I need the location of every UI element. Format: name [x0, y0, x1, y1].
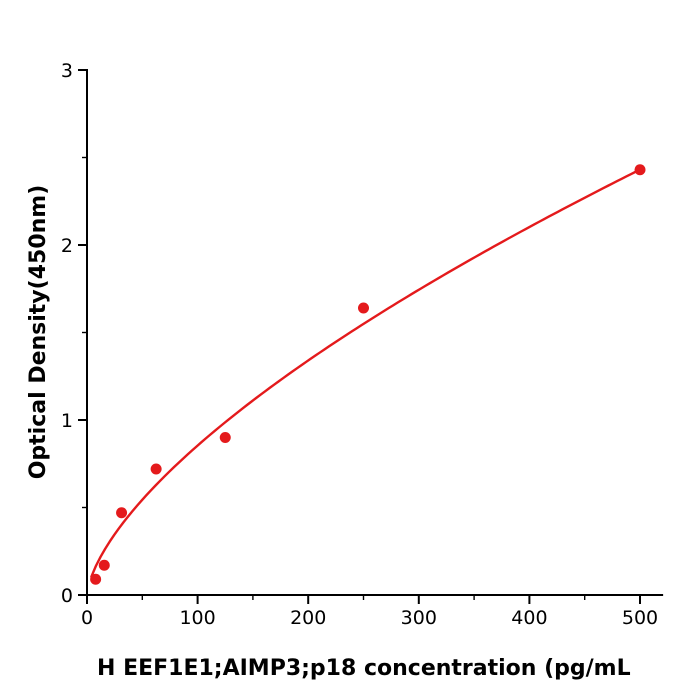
x-tick-label: 0 [81, 607, 93, 629]
y-tick-label: 2 [61, 235, 73, 257]
data-point [98, 559, 110, 571]
y-tick-label: 1 [61, 410, 73, 432]
x-tick-label: 300 [401, 607, 437, 629]
y-tick-label: 3 [61, 60, 73, 82]
y-tick-label: 0 [61, 585, 73, 607]
fit-curve-line [90, 168, 642, 578]
x-tick-label: 500 [622, 607, 658, 629]
data-point [150, 463, 162, 475]
x-axis-label: H EEF1E1;AIMP3;p18 concentration (pg/mL [97, 656, 631, 681]
x-tick-label: 100 [179, 607, 215, 629]
data-point [90, 573, 102, 585]
data-point [634, 164, 646, 176]
x-tick-label: 200 [290, 607, 326, 629]
data-point [219, 432, 231, 443]
data-point [358, 302, 369, 314]
data-point [116, 507, 128, 519]
x-tick-label: 400 [511, 607, 547, 629]
y-axis-label: Optical Density(450nm) [26, 184, 51, 480]
